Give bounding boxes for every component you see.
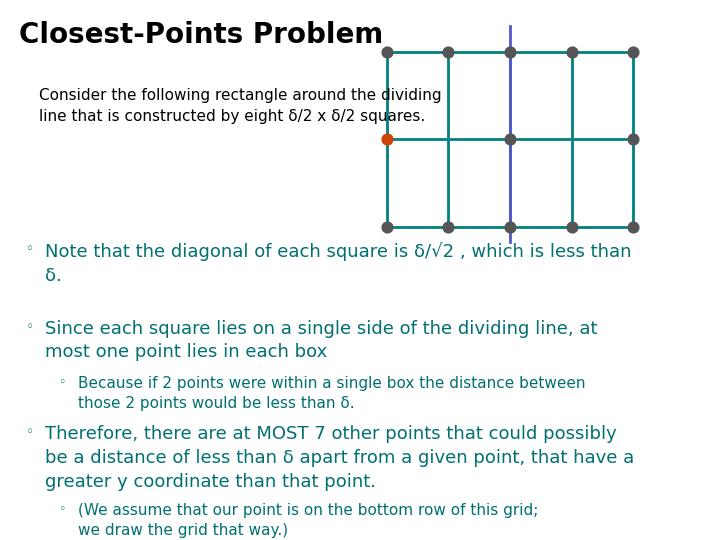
Point <box>628 135 639 144</box>
Text: Because if 2 points were within a single box the distance between
those 2 points: Because if 2 points were within a single… <box>78 376 585 411</box>
Text: Therefore, there are at MOST 7 other points that could possibly
be a distance of: Therefore, there are at MOST 7 other poi… <box>45 426 635 490</box>
Text: Closest-Points Problem: Closest-Points Problem <box>19 21 384 49</box>
Point <box>381 135 392 144</box>
Point <box>504 47 516 56</box>
Text: Note that the diagonal of each square is δ/√2 , which is less than
δ.: Note that the diagonal of each square is… <box>45 242 632 285</box>
Text: Since each square lies on a single side of the dividing line, at
most one point : Since each square lies on a single side … <box>45 320 598 361</box>
Text: ◦: ◦ <box>58 376 66 389</box>
Point <box>443 47 454 56</box>
Text: ◦: ◦ <box>58 503 66 516</box>
Point <box>504 222 516 231</box>
Text: ◦: ◦ <box>26 426 34 440</box>
Point <box>443 222 454 231</box>
Text: Consider the following rectangle around the dividing
line that is constructed by: Consider the following rectangle around … <box>39 87 441 124</box>
Point <box>628 222 639 231</box>
Point <box>566 47 577 56</box>
Point <box>504 135 516 144</box>
Point <box>381 47 392 56</box>
Text: (We assume that our point is on the bottom row of this grid;
we draw the grid th: (We assume that our point is on the bott… <box>78 503 539 537</box>
Point <box>381 222 392 231</box>
Text: ◦: ◦ <box>26 242 34 256</box>
Point <box>566 222 577 231</box>
Text: ◦: ◦ <box>26 320 34 334</box>
Point <box>628 47 639 56</box>
